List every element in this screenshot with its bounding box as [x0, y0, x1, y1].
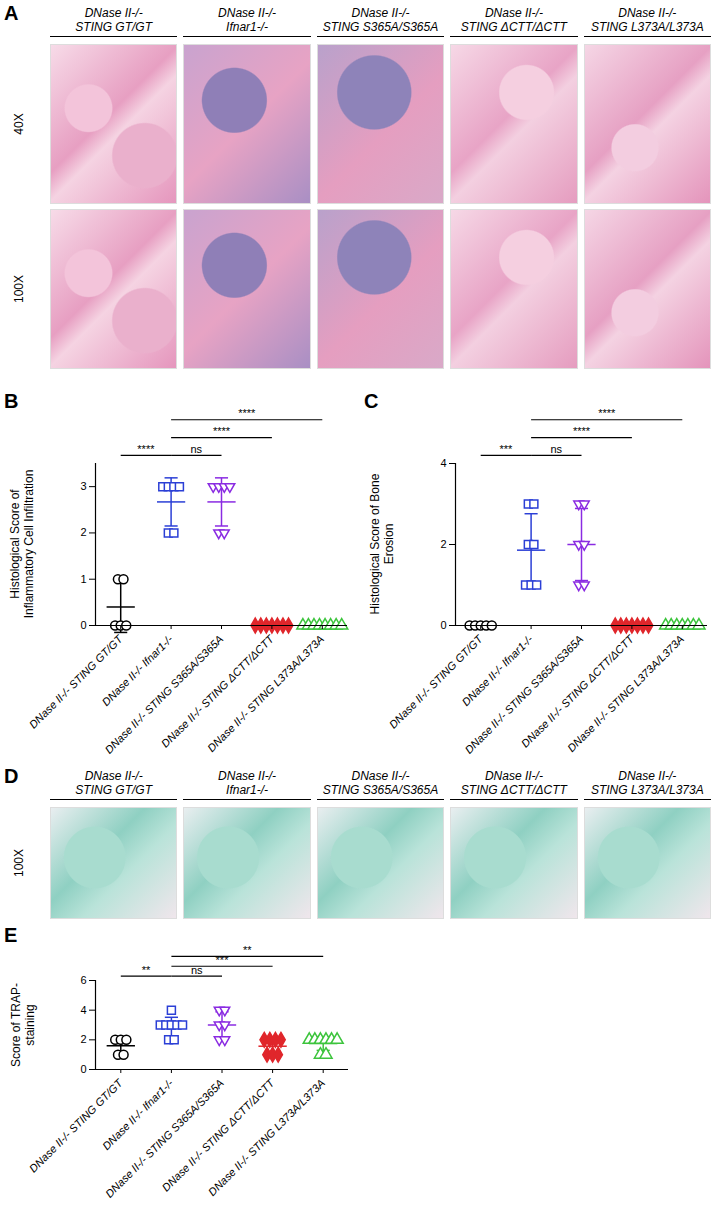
html-text:DNase II-/-: DNase II-/- [218, 769, 277, 783]
svg-text:1: 1 [80, 573, 86, 585]
svg-text:ns: ns [191, 964, 203, 976]
svg-text:DNase II-/- STING GT/GT: DNase II-/- STING GT/GT [27, 1076, 126, 1175]
svg-text:2: 2 [80, 1033, 86, 1045]
html-text:DNase II-/-: DNase II-/- [351, 769, 410, 783]
svg-text:****: **** [238, 407, 256, 419]
svg-text:DNase II-/- STING S365A/S365A: DNase II-/- STING S365A/S365A [102, 1076, 226, 1200]
svg-text:****: **** [573, 425, 591, 437]
svg-text:DNase II-/- STING L373A/L373A: DNase II-/- STING L373A/L373A [205, 633, 326, 754]
html-text:STING GT/GT: STING GT/GT [75, 20, 152, 34]
svg-text:DNase II-/- STING L373A/L373A: DNase II-/- STING L373A/L373A [206, 1077, 327, 1198]
svg-text:0: 0 [440, 619, 446, 631]
html-text:A: A [4, 2, 19, 24]
html-text:DNase II-/-: DNase II-/- [484, 769, 543, 783]
html-text:STING GT/GT: STING GT/GT [75, 783, 152, 797]
svg-text:***: *** [499, 443, 513, 455]
html-text:Score of TRAP-staining: Score of TRAP-staining [8, 982, 36, 1067]
svg-text:6: 6 [80, 974, 86, 986]
svg-text:****: **** [598, 407, 616, 419]
html-text:40X: 40X [12, 113, 26, 135]
html-text:D: D [4, 765, 19, 787]
html-text:DNase II-/-: DNase II-/- [218, 6, 277, 20]
html-text:DNase II-/-: DNase II-/- [84, 6, 143, 20]
svg-text:DNase II-/- STING ΔCTT/ΔCTT: DNase II-/- STING ΔCTT/ΔCTT [518, 632, 636, 750]
svg-text:2: 2 [80, 526, 86, 538]
html-text:STING ΔCTT/ΔCTT: STING ΔCTT/ΔCTT [460, 20, 567, 34]
svg-text:DNase II-/- Ifnar1-/-: DNase II-/- Ifnar1-/- [99, 632, 175, 709]
svg-text:4: 4 [80, 1004, 86, 1016]
svg-text:DNase II-/- STING GT/GT: DNase II-/- STING GT/GT [27, 632, 126, 731]
svg-text:**: ** [142, 964, 151, 976]
html-text:STING S365A/S365A: STING S365A/S365A [322, 783, 439, 797]
svg-text:ns: ns [550, 443, 562, 455]
html-text:STING L373A/L373A: STING L373A/L373A [590, 20, 704, 34]
svg-text:DNase II-/- STING ΔCTT/ΔCTT: DNase II-/- STING ΔCTT/ΔCTT [158, 632, 276, 750]
svg-text:ns: ns [190, 443, 202, 455]
svg-text:**: ** [243, 944, 252, 956]
html-text:Histological Score of Bone Ero: Histological Score of Bone Erosion [368, 473, 396, 615]
svg-text:DNase II-/- STING GT/GT: DNase II-/- STING GT/GT [387, 632, 486, 731]
html-text:100X: 100X [12, 849, 26, 877]
svg-text:****: **** [137, 443, 155, 455]
html-text:DNase II-/-: DNase II-/- [84, 769, 143, 783]
html-text:DNase II-/-: DNase II-/- [618, 6, 677, 20]
html-text:DNase II-/-: DNase II-/- [618, 769, 677, 783]
svg-text:4: 4 [440, 457, 446, 469]
html-text:B: B [4, 390, 19, 412]
svg-text:DNase II-/- STING ΔCTT/ΔCTT: DNase II-/- STING ΔCTT/ΔCTT [159, 1076, 277, 1194]
html-text:100X: 100X [12, 275, 26, 303]
html-text:STING S365A/S365A: STING S365A/S365A [322, 20, 439, 34]
svg-text:DNase II-/- Ifnar1-/-: DNase II-/- Ifnar1-/- [459, 632, 535, 709]
svg-text:DNase II-/- Ifnar1-/-: DNase II-/- Ifnar1-/- [99, 1076, 176, 1153]
html-text:Histological Score of Inflamma: Histological Score of Inflammatory Cell … [8, 469, 36, 619]
html-text:STING L373A/L373A: STING L373A/L373A [590, 783, 704, 797]
html-text:Ifnar1-/-: Ifnar1-/- [226, 783, 269, 797]
html-text:DNase II-/-: DNase II-/- [484, 6, 543, 20]
svg-text:0: 0 [80, 1063, 86, 1075]
svg-text:2: 2 [440, 538, 446, 550]
html-text:C: C [364, 390, 379, 412]
html-text:DNase II-/-: DNase II-/- [351, 6, 410, 20]
svg-text:****: **** [213, 425, 231, 437]
svg-text:DNase II-/- STING L373A/L373A: DNase II-/- STING L373A/L373A [565, 633, 686, 754]
html-text:E: E [4, 924, 18, 946]
html-text:Ifnar1-/-: Ifnar1-/- [226, 20, 269, 34]
svg-text:DNase II-/- STING S365A/S365A: DNase II-/- STING S365A/S365A [462, 632, 586, 756]
svg-text:3: 3 [80, 480, 86, 492]
html-text:STING ΔCTT/ΔCTT: STING ΔCTT/ΔCTT [460, 783, 567, 797]
svg-text:DNase II-/- STING S365A/S365A: DNase II-/- STING S365A/S365A [102, 632, 226, 756]
svg-text:0: 0 [80, 619, 86, 631]
svg-text:***: *** [216, 954, 230, 966]
